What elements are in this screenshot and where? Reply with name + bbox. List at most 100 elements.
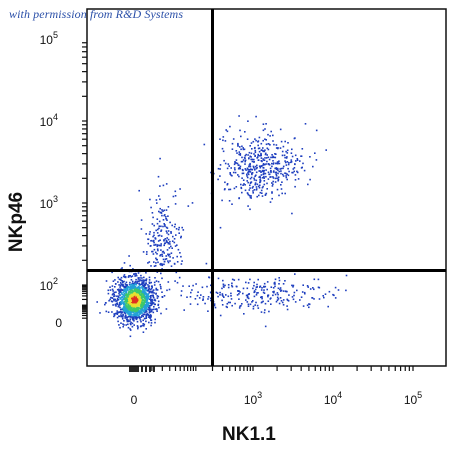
event-dot [130, 316, 132, 318]
event-dot [131, 294, 133, 296]
event-dot [128, 291, 130, 293]
event-dot [231, 142, 234, 145]
event-dot [255, 179, 258, 182]
event-dot [132, 287, 135, 290]
event-dot [159, 239, 161, 241]
event-dot [282, 165, 285, 168]
event-dot [118, 324, 120, 326]
event-dot [128, 298, 130, 300]
event-dot [225, 294, 227, 296]
event-dot [267, 143, 270, 145]
event-dot [123, 320, 125, 322]
event-dot [134, 293, 136, 296]
event-dot [141, 308, 144, 310]
event-dot [129, 322, 132, 325]
event-dot [137, 308, 139, 310]
event-dot [136, 325, 139, 327]
event-dot [276, 299, 279, 301]
event-dot [128, 306, 130, 308]
event-dot [140, 274, 142, 277]
event-dot [249, 177, 252, 180]
event-dot [290, 152, 293, 154]
event-dot [141, 301, 143, 303]
event-dot [262, 149, 264, 152]
event-dot [238, 115, 240, 117]
event-dot [240, 160, 243, 163]
event-dot [288, 170, 290, 173]
event-dot [139, 297, 141, 300]
event-dot [133, 304, 136, 307]
event-dot [151, 290, 153, 293]
event-dot [181, 260, 183, 262]
x-tick-exponent: 3 [257, 390, 262, 400]
event-dot [99, 312, 101, 314]
event-dot [223, 296, 225, 298]
event-dot [128, 299, 131, 301]
event-dot [121, 301, 123, 303]
event-dot [275, 173, 277, 176]
event-dot [118, 288, 120, 291]
event-dot [163, 223, 165, 225]
event-dot [155, 243, 157, 246]
x-tick-label: 103 [244, 390, 262, 407]
event-dot [137, 288, 139, 291]
event-dot [309, 178, 311, 181]
event-dot [165, 230, 168, 232]
event-dot [236, 294, 239, 296]
event-dot [226, 130, 229, 133]
event-dot [216, 292, 219, 294]
event-dot [277, 172, 279, 175]
event-dot [274, 181, 277, 183]
event-dot [138, 282, 140, 285]
event-dot [111, 297, 114, 299]
event-dot [133, 273, 135, 275]
event-dot [222, 279, 224, 282]
event-dot [125, 311, 128, 314]
event-dot [138, 310, 141, 313]
event-dot [145, 278, 148, 280]
event-dot [267, 156, 270, 159]
event-dot [150, 302, 152, 305]
event-dot [246, 175, 248, 177]
event-dot [132, 301, 134, 304]
event-dot [222, 136, 225, 138]
event-dot [260, 174, 263, 176]
event-dot [302, 162, 304, 165]
event-dot [134, 297, 137, 300]
event-dot [142, 296, 145, 298]
event-dot [140, 311, 142, 313]
event-dot [275, 153, 277, 155]
event-dot [131, 301, 133, 303]
event-dot [122, 314, 124, 317]
event-dot [244, 168, 247, 170]
event-dot [152, 295, 155, 298]
event-dot [124, 285, 126, 288]
event-dot [150, 304, 153, 306]
event-dot [271, 185, 274, 187]
event-dot [141, 301, 144, 303]
event-dot [286, 305, 288, 307]
event-dot [136, 296, 139, 298]
event-dot [249, 164, 251, 166]
event-dot [152, 289, 155, 291]
event-dot [200, 294, 202, 296]
event-dot [245, 169, 247, 171]
event-dot [116, 288, 119, 291]
event-dot [247, 181, 249, 184]
event-dot [136, 308, 138, 311]
event-dot [125, 304, 127, 306]
event-dot [174, 190, 177, 193]
event-dot [230, 298, 233, 300]
event-dot [209, 297, 212, 300]
event-dot [126, 300, 128, 302]
event-dot [137, 312, 139, 314]
event-dot [264, 157, 266, 159]
event-dot [139, 279, 141, 281]
event-dot [135, 278, 137, 281]
event-dot [116, 299, 118, 302]
event-dot [235, 150, 238, 152]
event-dot [287, 300, 290, 302]
event-dot [249, 208, 251, 211]
event-dot [174, 280, 176, 282]
event-dot [147, 242, 149, 245]
